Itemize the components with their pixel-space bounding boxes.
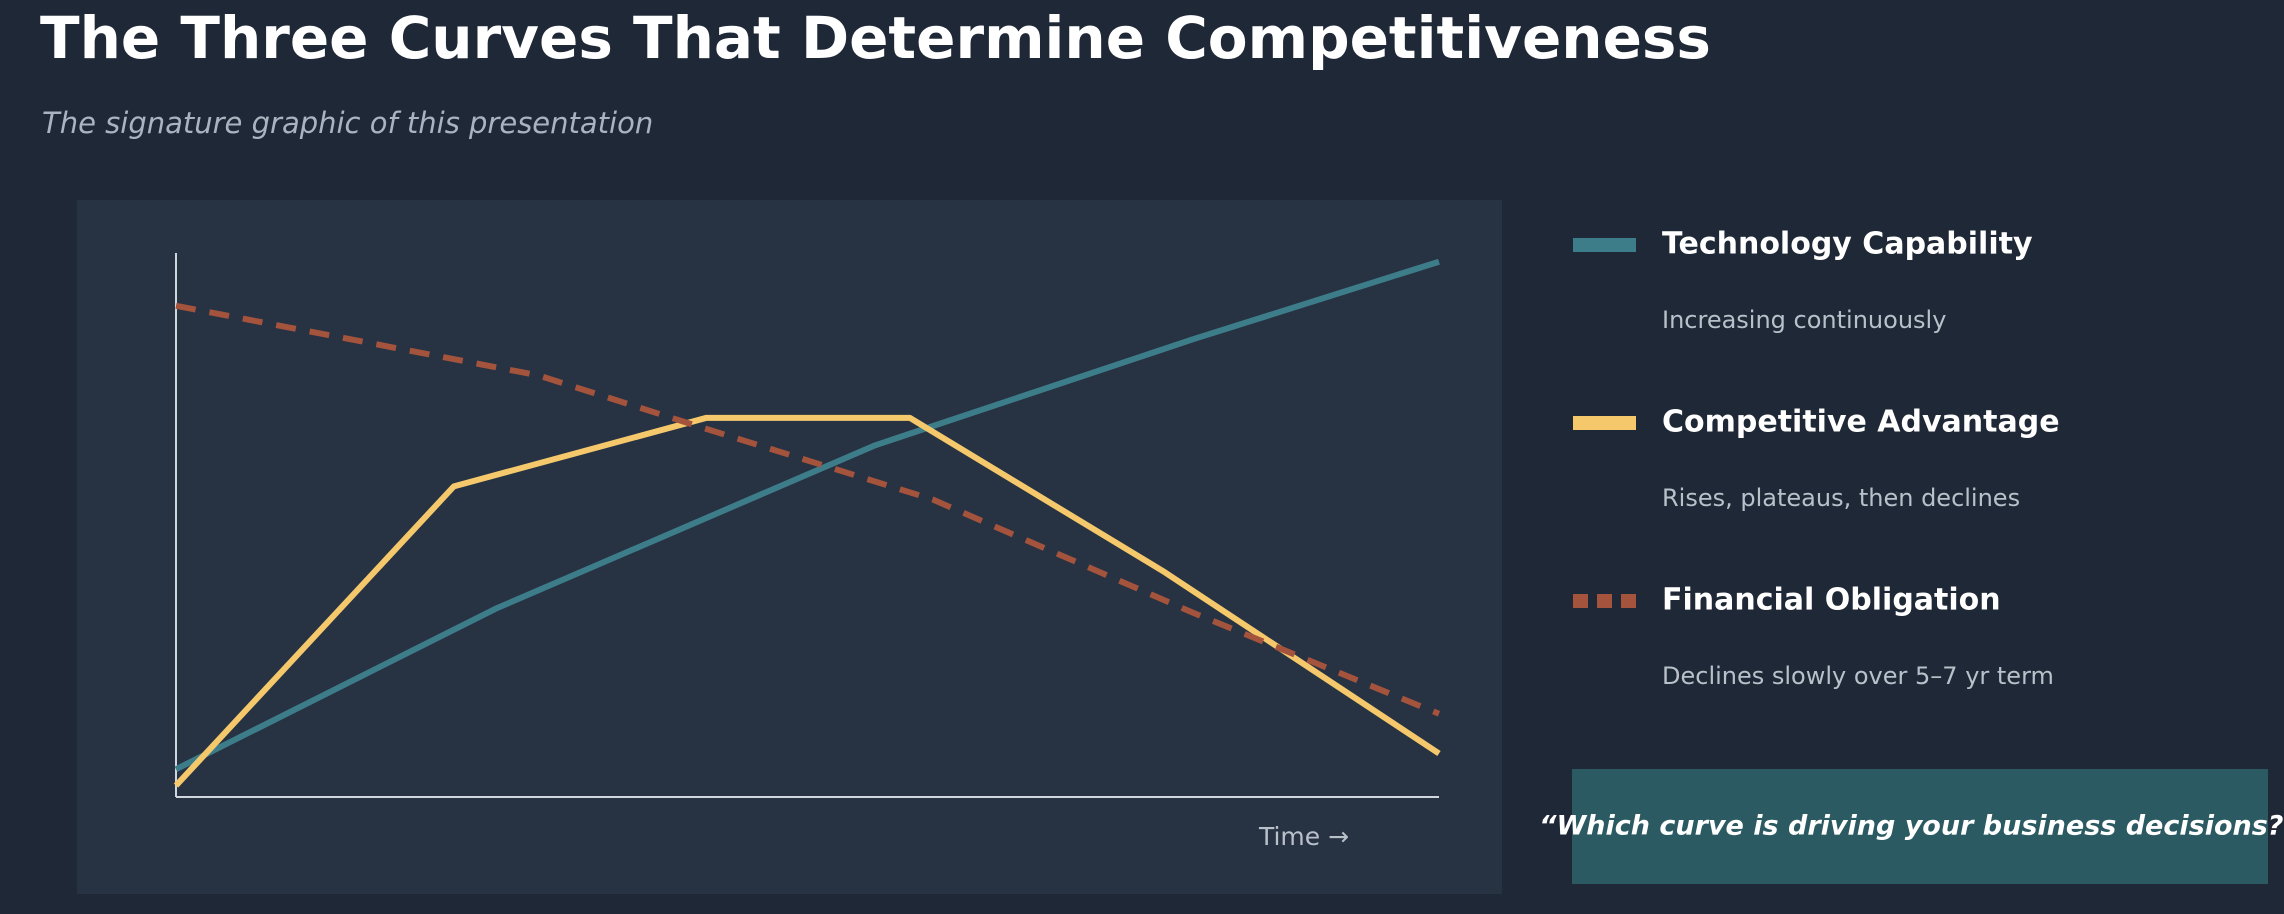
legend-label: Financial Obligation xyxy=(1662,583,2001,618)
quote: “Which curve is driving your business de… xyxy=(1539,811,2284,842)
legend-description: Declines slowly over 5–7 yr term xyxy=(1662,662,2054,690)
legend-label: Competitive Advantage xyxy=(1662,405,2060,440)
series-line xyxy=(174,258,1440,772)
subtitle: The signature graphic of this presentati… xyxy=(42,106,653,140)
series-line xyxy=(173,414,1441,788)
quote-box xyxy=(1572,769,2268,884)
legend-label: Technology Capability xyxy=(1662,227,2033,262)
legend-description: Increasing continuously xyxy=(1662,306,1946,334)
x-axis-label: Time → xyxy=(1258,822,1349,851)
legend-description: Rises, plateaus, then declines xyxy=(1662,484,2020,512)
chart-panel xyxy=(77,200,1502,894)
title: The Three Curves That Determine Competit… xyxy=(40,4,1711,72)
series-line xyxy=(175,302,1441,717)
